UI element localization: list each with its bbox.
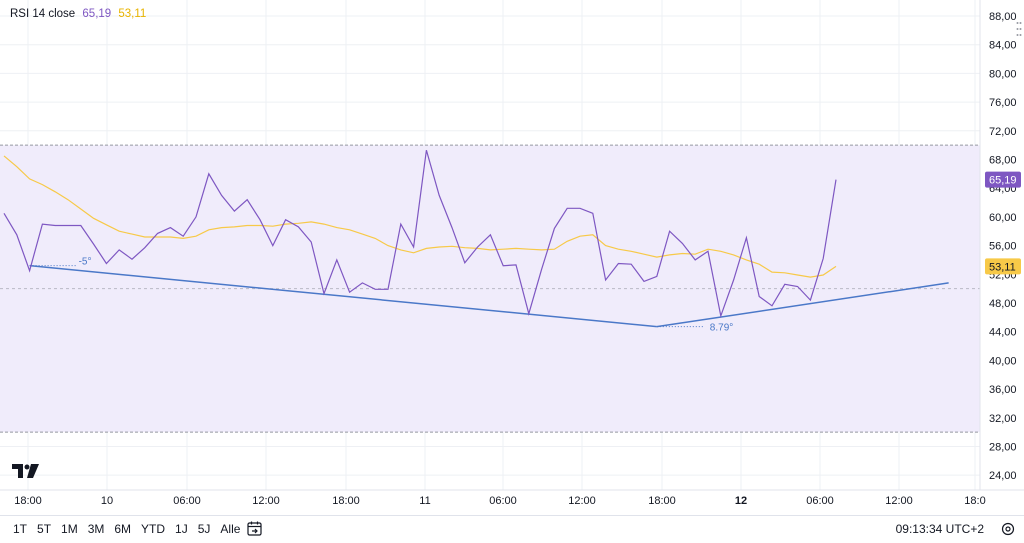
- rsi-value-badge: 65,19: [985, 171, 1021, 188]
- range-button-1m[interactable]: 1M: [61, 522, 78, 536]
- x-tick-label: 10: [101, 495, 113, 507]
- y-tick-label: 40,00: [989, 355, 1017, 367]
- x-tick-label: 18:00: [332, 495, 360, 507]
- ma-badge-text: 53,11: [989, 261, 1016, 273]
- overbought-oversold-band: [0, 145, 980, 433]
- y-tick-label: 68,00: [989, 154, 1017, 166]
- y-tick-label: 72,00: [989, 126, 1017, 138]
- x-tick-label: 12:00: [885, 495, 913, 507]
- angle-label-2: 8.79°: [710, 323, 733, 334]
- legend-rsi-value: 65,19: [82, 8, 112, 20]
- rsi-chart[interactable]: -5° 8.79° 24,00 28,00 32,00 36,00 40,00 44,00…: [0, 0, 1024, 515]
- x-tick-label: 12:00: [568, 495, 596, 507]
- bottom-toolbar: 1T 5T 1M 3M 6M YTD 1J 5J Alle 09:13:34 U…: [0, 515, 1024, 542]
- x-tick-label: 18:00: [648, 495, 676, 507]
- tradingview-logo-icon[interactable]: [12, 464, 40, 483]
- y-tick-label: 44,00: [989, 327, 1017, 339]
- ma-value-badge: 53,11: [985, 258, 1021, 275]
- rsi-badge-text: 65,19: [989, 175, 1017, 187]
- y-tick-label: 28,00: [989, 441, 1017, 453]
- x-tick-label: 18:00: [14, 495, 42, 507]
- legend-ma-value: 53,11: [118, 8, 147, 20]
- indicator-label: RSI 14 close: [10, 8, 76, 20]
- indicator-legend[interactable]: RSI 14 close 65,19 53,11: [10, 8, 150, 20]
- gear-icon[interactable]: [1000, 521, 1016, 542]
- range-button-6m[interactable]: 6M: [114, 522, 132, 536]
- range-button-1j[interactable]: 1J: [175, 522, 188, 536]
- rsi-line: [3, 150, 837, 319]
- clock-timezone[interactable]: 09:13:34 UTC+2: [895, 522, 984, 536]
- y-tick-label: 48,00: [989, 298, 1017, 310]
- range-button-alle[interactable]: Alle: [220, 522, 241, 536]
- range-button-3m[interactable]: 3M: [87, 522, 105, 536]
- go-to-date-icon[interactable]: [246, 520, 264, 543]
- y-tick-label: 24,00: [989, 470, 1017, 482]
- angle-label-1: -5°: [79, 257, 92, 268]
- y-tick-label: 36,00: [989, 384, 1017, 396]
- x-tick-label: 11: [419, 495, 430, 507]
- y-tick-label: 88,00: [989, 11, 1017, 23]
- y-tick-label: 32,00: [989, 413, 1017, 425]
- y-tick-label: 84,00: [989, 40, 1017, 52]
- trendline-segment[interactable]: [29, 264, 657, 328]
- x-tick-label: 12:00: [252, 495, 280, 507]
- drag-handle-icon[interactable]: [1016, 20, 1022, 43]
- x-tick-label: 12: [735, 495, 747, 507]
- x-tick-label: 06:00: [489, 495, 517, 507]
- x-tick-label: 06:00: [173, 495, 201, 507]
- x-tick-label: 18:0: [964, 495, 985, 507]
- range-selector: 1T 5T 1M 3M 6M YTD 1J 5J Alle: [8, 521, 245, 537]
- range-button-5t[interactable]: 5T: [37, 522, 52, 536]
- range-button-1t[interactable]: 1T: [13, 522, 28, 536]
- y-tick-label: 60,00: [989, 212, 1017, 224]
- y-tick-label: 80,00: [989, 68, 1017, 80]
- y-tick-label: 76,00: [989, 97, 1017, 109]
- range-button-ytd[interactable]: YTD: [141, 522, 166, 536]
- rsi-ma-line: [3, 155, 837, 278]
- range-button-5j[interactable]: 5J: [197, 522, 211, 536]
- y-tick-label: 56,00: [989, 241, 1017, 253]
- trendlines[interactable]: [29, 264, 949, 328]
- trendline-segment[interactable]: [656, 282, 949, 328]
- x-tick-label: 06:00: [806, 495, 834, 507]
- time-axis[interactable]: 18:00 10 06:00 12:00 18:00 11 06:00 12:00 18:00 1…: [14, 495, 985, 507]
- price-axis[interactable]: 24,0028,0032,0036,0040,0044,0048,0052,00…: [989, 11, 1017, 482]
